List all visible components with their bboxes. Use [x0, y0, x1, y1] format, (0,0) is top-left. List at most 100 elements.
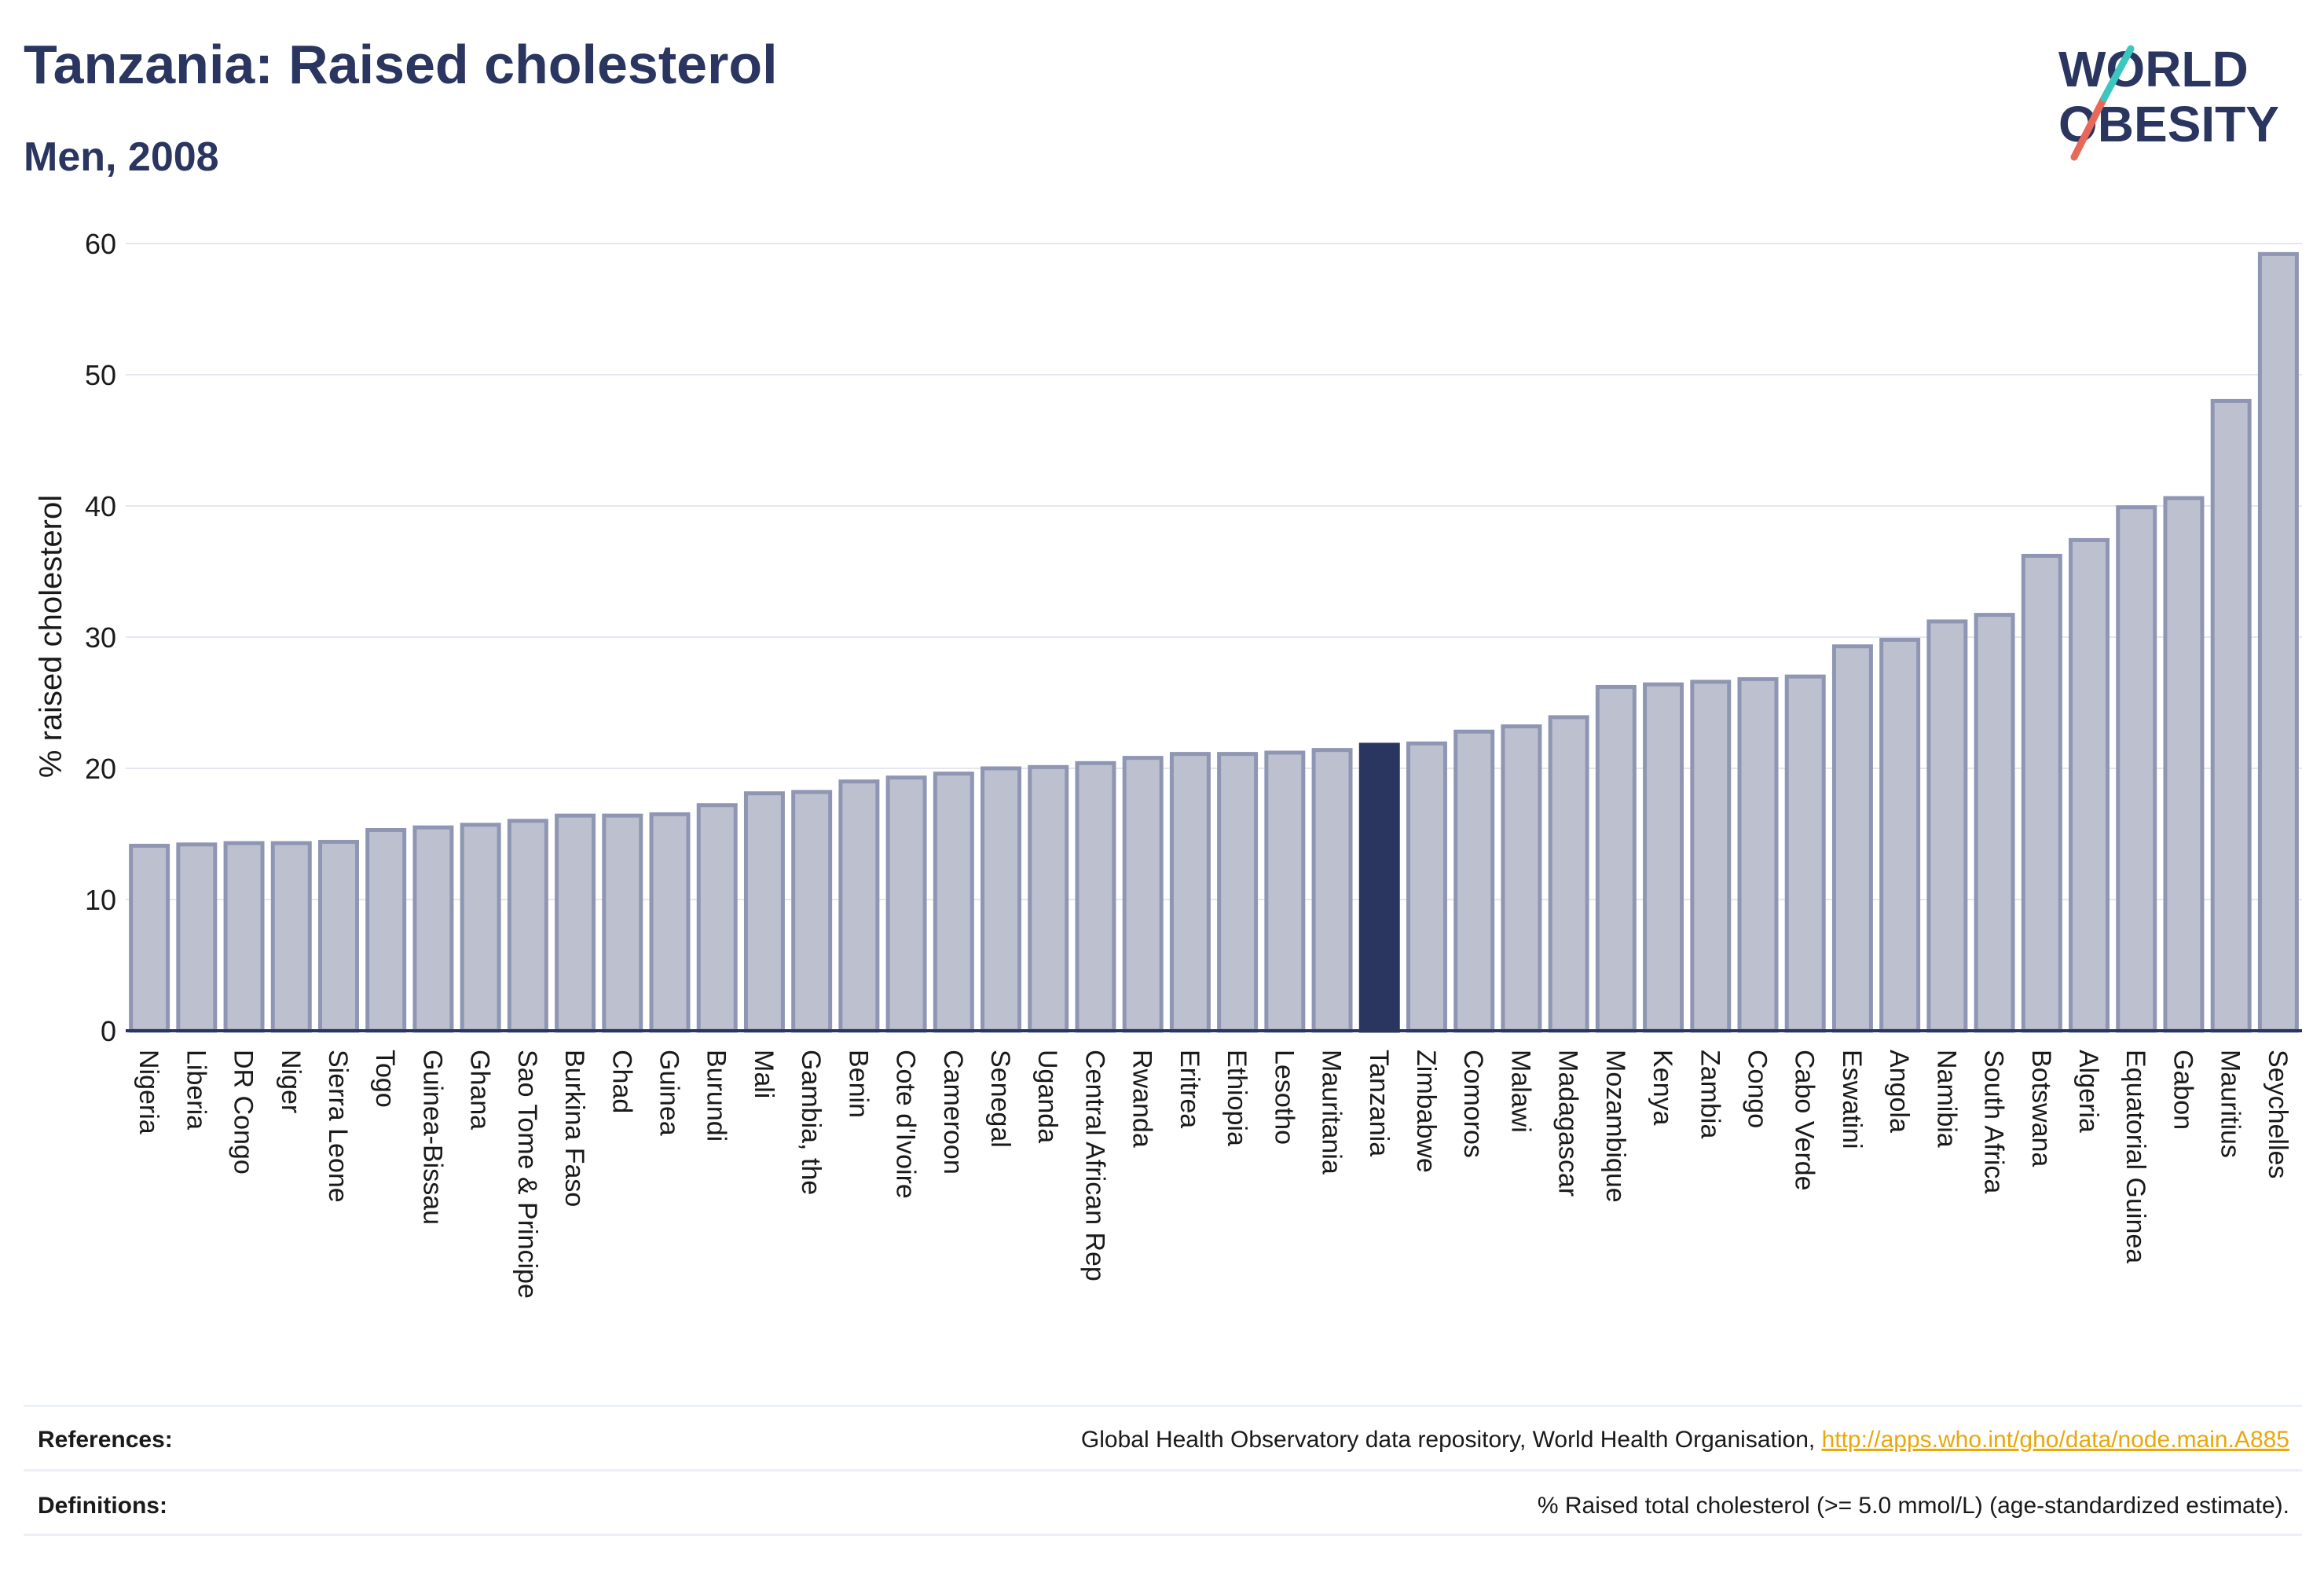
bar-mali [743, 791, 785, 1033]
bar-tanzania [1358, 742, 1400, 1033]
x-tick-label: Angola [1884, 1050, 1914, 1133]
bar-chart: 0 10 20 30 40 50 60 Nigeria Liberia DR Congo Niger… [34, 228, 2302, 1299]
x-tick-label: Mozambique [1600, 1050, 1630, 1203]
x-tick-label: Burkina Faso [559, 1050, 589, 1207]
x-tick-label: Liberia [181, 1050, 211, 1130]
bar-benin [838, 779, 880, 1033]
x-tick-label: DR Congo [229, 1050, 258, 1175]
x-tick-label: Ethiopia [1222, 1050, 1252, 1146]
bar-congo [1737, 676, 1779, 1033]
bar-seychelles [2257, 251, 2299, 1033]
references-link[interactable]: http://apps.who.int/gho/data/node.main.A… [1821, 1427, 2289, 1453]
x-tick-label: Niger [276, 1050, 306, 1113]
bar-algeria [2069, 537, 2110, 1033]
bar-gabon [2163, 496, 2205, 1033]
x-tick-label: Lesotho [1269, 1050, 1299, 1145]
bar-chad [602, 813, 643, 1033]
bar-eswatini [1831, 644, 1873, 1033]
logo-line2: OBESITY [2058, 96, 2279, 152]
x-tick-label: Namibia [1931, 1050, 1961, 1148]
bar-guinea [649, 812, 691, 1033]
bar-lesotho [1264, 750, 1306, 1033]
x-tick-label: Uganda [1032, 1050, 1062, 1143]
x-tick-label: Togo [370, 1050, 400, 1108]
x-tick-label: Senegal [985, 1050, 1015, 1148]
bar-madagascar [1548, 715, 1589, 1033]
bar-gambia-the [791, 790, 833, 1033]
bar-nigeria [129, 844, 170, 1033]
bar-liberia [176, 842, 218, 1033]
y-tick-label: 0 [101, 1015, 116, 1047]
bar-botswana [2021, 553, 2062, 1033]
x-tick-label: Madagascar [1553, 1050, 1583, 1197]
x-tick-label: Rwanda [1127, 1050, 1157, 1148]
references-source: Global Health Observatory data repositor… [1080, 1427, 1822, 1453]
bar-angola [1879, 637, 1921, 1033]
chart-title: Tanzania: Raised cholesterol [24, 34, 778, 95]
x-tick-label: Cote d'Ivoire [891, 1050, 921, 1199]
x-tick-label: Algeria [2073, 1050, 2103, 1133]
bar-eritrea [1169, 752, 1211, 1033]
bar-dr-congo [223, 841, 265, 1033]
x-tick-label: Chad [607, 1050, 636, 1113]
y-tick-label: 30 [85, 621, 116, 654]
x-tick-label: Mauritius [2216, 1050, 2245, 1158]
definitions-label: Definitions: [38, 1493, 167, 1519]
bar-comoros [1453, 729, 1495, 1033]
bar-mauritius [2210, 398, 2252, 1033]
x-tick-label: Benin [843, 1050, 873, 1118]
bar-ghana [460, 823, 501, 1033]
footer-divider-middle [24, 1469, 2302, 1472]
x-tick-label: Nigeria [134, 1050, 163, 1134]
references-text: Global Health Observatory data repositor… [1081, 1427, 2289, 1453]
x-tick-label: Equatorial Guinea [2121, 1050, 2150, 1263]
x-tick-label: Sao Tome & Principe [512, 1050, 542, 1299]
x-tick-label: Guinea [654, 1050, 684, 1136]
x-tick-label: Sierra Leone [323, 1050, 353, 1203]
x-tick-label: Cameroon [938, 1050, 968, 1175]
y-tick-label: 40 [85, 490, 116, 522]
x-tick-label: Burundi [702, 1050, 731, 1142]
y-tick-label: 10 [85, 884, 116, 916]
bar-kenya [1643, 682, 1684, 1033]
bar-rwanda [1122, 756, 1164, 1033]
x-tick-label: Gabon [2168, 1050, 2198, 1130]
bar-cote-d-ivoire [885, 775, 927, 1033]
y-tick-label: 20 [85, 753, 116, 785]
bar-zimbabwe [1406, 741, 1447, 1033]
x-tick-label: Zambia [1695, 1050, 1725, 1138]
bar-cabo-verde [1784, 674, 1826, 1033]
x-tick-label: Kenya [1648, 1050, 1677, 1125]
world-obesity-logo: WORLD OBESITY [2058, 41, 2279, 161]
y-tick-label: 50 [85, 359, 116, 391]
bar-ethiopia [1217, 752, 1259, 1033]
definitions-text: % Raised total cholesterol (>= 5.0 mmol/… [1537, 1493, 2289, 1519]
bar-togo [365, 827, 407, 1033]
bar-sao-tome-principe [507, 819, 548, 1033]
x-tick-label: Eswatini [1837, 1050, 1867, 1149]
bar-mozambique [1595, 684, 1637, 1033]
x-tick-label: Mali [749, 1050, 779, 1098]
x-tick-label: South Africa [1979, 1050, 2009, 1193]
bar-burkina-faso [555, 813, 596, 1033]
bar-namibia [1926, 619, 1968, 1033]
x-tick-label: Guinea-Bissau [417, 1050, 447, 1225]
bar-sierra-leone [317, 840, 359, 1033]
x-tick-label: Ghana [465, 1050, 495, 1130]
bar-equatorial-guinea [2116, 505, 2157, 1033]
bar-senegal [981, 766, 1022, 1033]
bar-mauritania [1311, 748, 1353, 1033]
x-tick-label: Central African Rep [1080, 1050, 1109, 1281]
references-label: References: [38, 1427, 173, 1453]
y-axis-label: % raised cholesterol [34, 495, 68, 778]
footer-divider-bottom [24, 1534, 2302, 1536]
x-tick-label: Gambia, the [796, 1050, 826, 1195]
x-tick-label: Eritrea [1175, 1050, 1204, 1128]
x-tick-label: Congo [1743, 1050, 1772, 1128]
x-tick-label: Seychelles [2263, 1050, 2293, 1178]
bar-cameroon [933, 772, 974, 1033]
bar-burundi [696, 803, 738, 1033]
x-tick-label: Comoros [1458, 1050, 1488, 1158]
y-tick-label: 60 [85, 228, 116, 260]
bar-zambia [1690, 680, 1732, 1033]
